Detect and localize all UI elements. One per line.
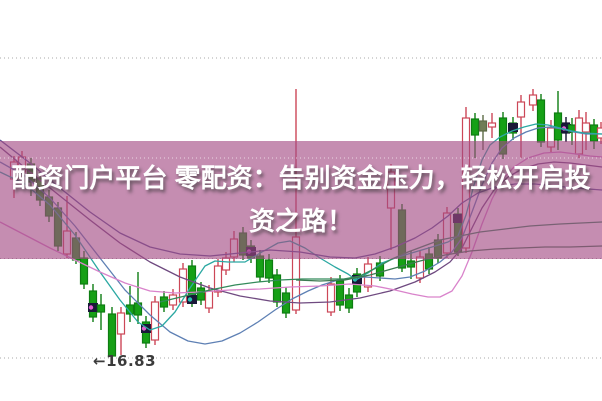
candle-body	[79, 257, 89, 285]
candle-body	[255, 255, 265, 278]
candle-body	[107, 313, 117, 357]
candle-body	[596, 127, 602, 139]
candle-body	[178, 268, 188, 303]
candle-body	[204, 290, 214, 309]
candle-body	[116, 312, 126, 335]
candle-body	[516, 101, 526, 118]
candle-body	[221, 257, 231, 271]
candle-body	[581, 122, 591, 133]
signal-marker	[508, 123, 518, 132]
candle-body	[196, 287, 206, 301]
candle-body	[150, 301, 160, 341]
candle-body	[344, 294, 354, 309]
candle-body	[125, 304, 135, 315]
candle-body	[536, 99, 546, 143]
candle-body	[478, 120, 488, 132]
candle-body	[528, 94, 538, 106]
candle-body	[470, 118, 480, 136]
candle-body	[326, 283, 336, 313]
signal-dot-teal	[187, 297, 193, 302]
candle-body	[487, 122, 497, 128]
candle-body	[96, 304, 106, 313]
ma-line-teal	[0, 123, 602, 331]
banner-overlay	[0, 141, 602, 259]
ma-line-blue	[0, 126, 602, 345]
candle-body	[335, 280, 345, 306]
candle-body	[264, 259, 274, 279]
candle-body	[213, 265, 223, 293]
signal-dot-magenta	[88, 305, 94, 310]
candle-body	[375, 262, 385, 277]
low-price-label: ←16.83	[93, 352, 157, 370]
